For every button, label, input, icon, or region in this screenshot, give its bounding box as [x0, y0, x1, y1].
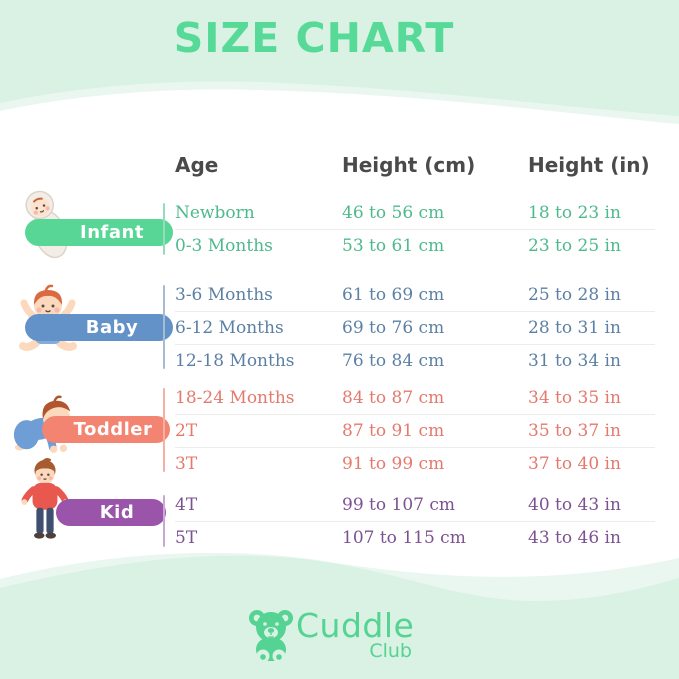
table-row: 3T 91 to 99 cm 37 to 40 in — [175, 448, 655, 480]
height-in-cell: 40 to 43 in — [528, 495, 621, 515]
table-row: 6-12 Months 69 to 76 cm 28 to 31 in — [175, 312, 655, 345]
height-cm-cell: 69 to 76 cm — [342, 318, 445, 338]
toddler-rows: 18-24 Months 84 to 87 cm 34 to 35 in 2T … — [175, 382, 655, 480]
header-age: Age — [175, 153, 219, 177]
height-in-cell: 34 to 35 in — [528, 388, 621, 408]
group-label-kid: Kid — [56, 499, 166, 526]
height-cm-cell: 107 to 115 cm — [342, 528, 466, 548]
table-row: 2T 87 to 91 cm 35 to 37 in — [175, 415, 655, 448]
age-cell: 5T — [175, 528, 198, 548]
height-in-cell: 31 to 34 in — [528, 351, 621, 371]
infant-rows: Newborn 46 to 56 cm 18 to 23 in 0-3 Mont… — [175, 197, 655, 262]
group-label-toddler: Toddler — [42, 416, 170, 443]
table-row: 5T 107 to 115 cm 43 to 46 in — [175, 522, 655, 554]
table-row: Newborn 46 to 56 cm 18 to 23 in — [175, 197, 655, 230]
table-header-row: Age Height (cm) Height (in) — [175, 150, 655, 180]
height-cm-cell: 46 to 56 cm — [342, 203, 445, 223]
height-in-cell: 28 to 31 in — [528, 318, 621, 338]
age-cell: 3-6 Months — [175, 285, 273, 305]
infant-divider-line — [163, 203, 165, 255]
height-cm-cell: 91 to 99 cm — [342, 454, 445, 474]
brand-subname: Club — [369, 640, 412, 662]
header-height-in: Height (in) — [528, 153, 650, 177]
baby-label-text: Baby — [85, 317, 139, 338]
age-cell: 4T — [175, 495, 198, 515]
page-title: SIZE CHART — [173, 14, 455, 62]
baby-divider-line — [163, 285, 165, 369]
kid-rows: 4T 99 to 107 cm 40 to 43 in 5T 107 to 11… — [175, 489, 655, 554]
age-cell: 6-12 Months — [175, 318, 284, 338]
teddy-bear-icon — [249, 610, 293, 663]
height-in-cell: 25 to 28 in — [528, 285, 621, 305]
age-cell: 2T — [175, 421, 198, 441]
table-row: 12-18 Months 76 to 84 cm 31 to 34 in — [175, 345, 655, 377]
height-in-cell: 43 to 46 in — [528, 528, 621, 548]
table-row: 4T 99 to 107 cm 40 to 43 in — [175, 489, 655, 522]
height-in-cell: 18 to 23 in — [528, 203, 621, 223]
age-cell: 18-24 Months — [175, 388, 295, 408]
height-in-cell: 23 to 25 in — [528, 236, 621, 256]
baby-rows: 3-6 Months 61 to 69 cm 25 to 28 in 6-12 … — [175, 279, 655, 377]
kid-label-text: Kid — [99, 502, 135, 523]
age-cell: Newborn — [175, 203, 255, 223]
height-cm-cell: 61 to 69 cm — [342, 285, 445, 305]
height-cm-cell: 87 to 91 cm — [342, 421, 445, 441]
group-label-infant: Infant — [25, 219, 173, 246]
toddler-label-text: Toddler — [73, 419, 153, 440]
toddler-divider-line — [163, 388, 165, 472]
table-row: 0-3 Months 53 to 61 cm 23 to 25 in — [175, 230, 655, 262]
standing-kid-illustration — [21, 458, 69, 539]
height-in-cell: 37 to 40 in — [528, 454, 621, 474]
age-cell: 3T — [175, 454, 198, 474]
height-in-cell: 35 to 37 in — [528, 421, 621, 441]
age-cell: 0-3 Months — [175, 236, 273, 256]
height-cm-cell: 84 to 87 cm — [342, 388, 445, 408]
infant-label-text: Infant — [80, 222, 144, 243]
height-cm-cell: 53 to 61 cm — [342, 236, 445, 256]
brand-name: Cuddle — [296, 606, 415, 645]
height-cm-cell: 99 to 107 cm — [342, 495, 455, 515]
kid-divider-line — [163, 495, 165, 547]
table-row: 18-24 Months 84 to 87 cm 34 to 35 in — [175, 382, 655, 415]
age-cell: 12-18 Months — [175, 351, 295, 371]
header-height-cm: Height (cm) — [342, 153, 476, 177]
table-row: 3-6 Months 61 to 69 cm 25 to 28 in — [175, 279, 655, 312]
group-label-baby: Baby — [25, 314, 173, 341]
height-cm-cell: 76 to 84 cm — [342, 351, 445, 371]
